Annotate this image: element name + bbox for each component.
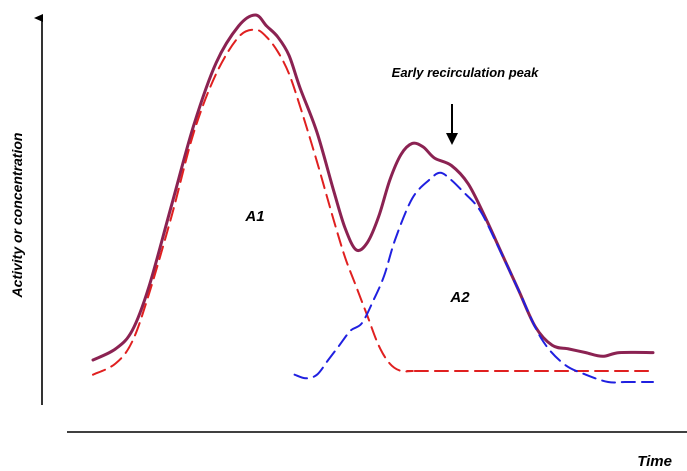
area-label-a1: A1 — [244, 208, 264, 225]
series-first-pass-curve — [92, 28, 654, 376]
recirculation-annotation: Early recirculation peak — [392, 65, 539, 80]
plot-area — [91, 13, 655, 384]
series-total-curve — [91, 13, 655, 362]
y-axis-label: Activity or concentration — [9, 133, 25, 299]
series-recirculation-curve — [293, 171, 654, 384]
area-label-a2: A2 — [449, 289, 470, 306]
x-axis-label: Time — [637, 453, 672, 470]
down-arrow-icon — [446, 104, 458, 145]
